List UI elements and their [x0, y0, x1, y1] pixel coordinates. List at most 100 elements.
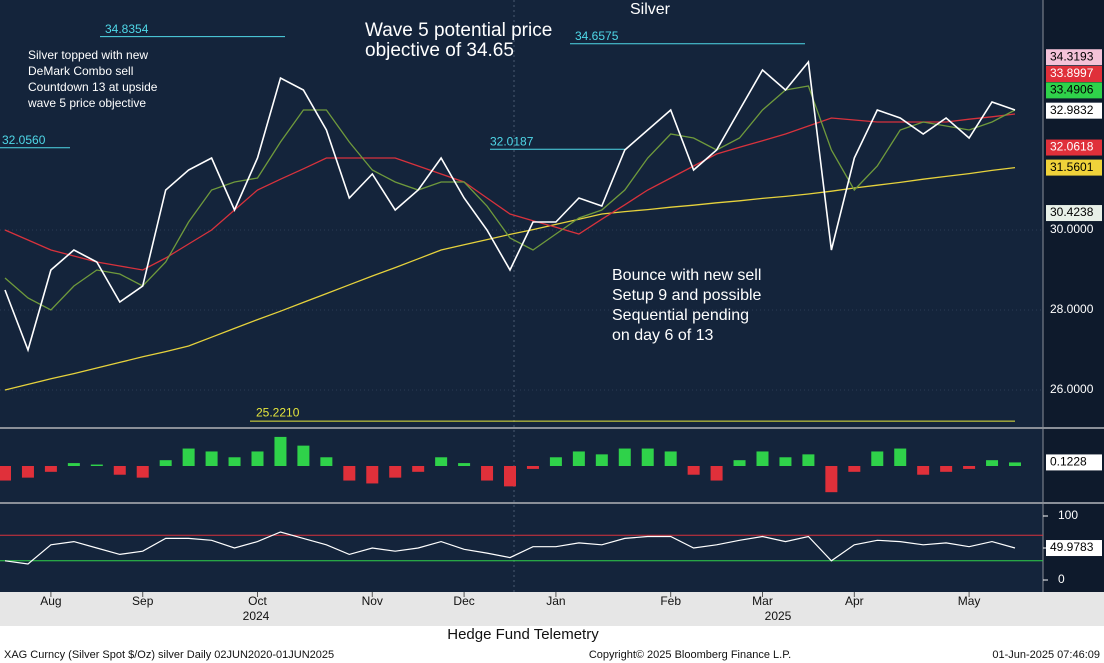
footer-right: 01-Jun-2025 07:46:09	[992, 649, 1100, 661]
histogram-bar	[159, 460, 172, 466]
histogram-bar	[687, 466, 700, 475]
price-label-box	[1046, 82, 1102, 99]
annotation: Silver topped with new	[28, 48, 148, 62]
price-label: 33.8997	[1050, 66, 1094, 80]
price-label-box	[1046, 139, 1102, 156]
moving-average	[4, 113, 1016, 271]
price-label-box	[1046, 102, 1102, 119]
price-label: 32.9832	[1050, 103, 1094, 117]
histogram-bar	[641, 448, 654, 466]
annotation: Countdown 13 at upside	[28, 80, 158, 94]
moving-average	[4, 85, 1016, 311]
level-label: 32.0560	[2, 133, 46, 147]
y-tick-label: 30.0000	[1050, 222, 1094, 236]
annotation: Wave 5 potential price	[365, 20, 552, 41]
histogram-bar	[917, 466, 930, 475]
annotation: DeMark Combo sell	[28, 64, 133, 78]
price-label-box	[1046, 66, 1102, 83]
histogram-bar	[389, 466, 402, 478]
histogram-bar	[963, 466, 976, 469]
histogram-bar	[1009, 462, 1021, 466]
price-label: 30.4238	[1050, 205, 1094, 219]
histogram-bar	[986, 460, 999, 466]
histogram-bar	[572, 451, 585, 466]
x-tick-label: Mar	[752, 594, 773, 608]
histogram-bar	[871, 451, 884, 466]
histogram-bar	[343, 466, 356, 481]
x-tick-label: Dec	[453, 594, 474, 608]
histogram-bar	[113, 466, 126, 475]
x-tick-label: Sep	[132, 594, 154, 608]
histogram-bar	[44, 466, 57, 472]
histogram-bar	[0, 466, 11, 481]
histogram-bar	[779, 457, 792, 466]
histogram-bar	[67, 463, 80, 466]
histogram-bar	[894, 448, 907, 466]
plot-background	[0, 0, 1104, 592]
histogram-bar	[458, 463, 471, 466]
histogram-bar	[848, 466, 861, 472]
y-tick-label: 28.0000	[1050, 302, 1094, 316]
histogram-bar	[825, 466, 838, 493]
histogram-bar	[182, 448, 195, 466]
year-label: 2025	[765, 609, 792, 623]
price-label: 33.4906	[1050, 83, 1094, 97]
footer-center: Hedge Fund Telemetry	[447, 626, 599, 643]
price-label: 31.5601	[1050, 160, 1094, 174]
price-label-box	[1046, 159, 1102, 176]
x-axis-background	[0, 592, 1104, 626]
x-tick-label: Jan	[546, 594, 565, 608]
x-tick-label: May	[958, 594, 981, 608]
rsi-label-box	[1046, 540, 1102, 557]
histogram-bar	[366, 466, 379, 484]
x-tick-label: Aug	[40, 594, 61, 608]
footer-middle: Copyright© 2025 Bloomberg Finance L.P.	[589, 649, 791, 661]
price-label: 34.3193	[1050, 49, 1094, 63]
histogram-bar	[412, 466, 425, 472]
histogram-bar	[802, 454, 815, 466]
histogram-bar	[136, 466, 149, 478]
histogram-bar	[595, 454, 608, 466]
annotation: objective of 34.65	[365, 40, 514, 61]
x-tick-label: Nov	[362, 594, 383, 608]
histogram-bar	[504, 466, 516, 487]
year-label: 2024	[243, 609, 270, 623]
histogram-bar	[435, 457, 448, 466]
histogram-label-box	[1046, 454, 1102, 471]
level-label: 34.6575	[575, 29, 619, 43]
histogram-bar	[297, 445, 310, 466]
histogram-bar	[274, 436, 287, 466]
histogram-bar	[549, 457, 562, 466]
histogram-bar	[21, 466, 34, 478]
annotation: on day 6 of 13	[612, 327, 714, 344]
x-tick-label: Oct	[248, 594, 267, 608]
level-label: 25.2210	[256, 405, 300, 419]
histogram-bar	[205, 451, 218, 466]
histogram-bar	[481, 466, 494, 481]
histogram-bar	[618, 448, 631, 466]
level-label: 32.0187	[490, 134, 534, 148]
annotation: wave 5 price objective	[27, 96, 146, 110]
annotation: Setup 9 and possible	[612, 287, 762, 304]
rsi-line	[4, 531, 1016, 565]
rsi-tick-label: 0	[1058, 572, 1065, 586]
rsi-label: 49.9783	[1050, 540, 1094, 554]
price-label-box	[1046, 49, 1102, 66]
y-tick-label: 26.0000	[1050, 382, 1094, 396]
histogram-bar	[710, 466, 723, 481]
histogram-bar	[756, 451, 769, 466]
histogram-bar	[251, 451, 264, 466]
histogram-bar	[526, 466, 539, 469]
price-label: 32.0618	[1050, 140, 1094, 154]
histogram-bar	[940, 466, 953, 472]
axis-background	[1043, 0, 1104, 592]
histogram-bar	[320, 457, 333, 466]
price-line	[4, 60, 1016, 353]
histogram-bar	[664, 451, 677, 466]
annotation: Bounce with new sell	[612, 267, 761, 284]
histogram-label: 0.1228	[1050, 455, 1087, 469]
x-tick-label: Feb	[660, 594, 681, 608]
level-label: 34.8354	[105, 22, 149, 36]
